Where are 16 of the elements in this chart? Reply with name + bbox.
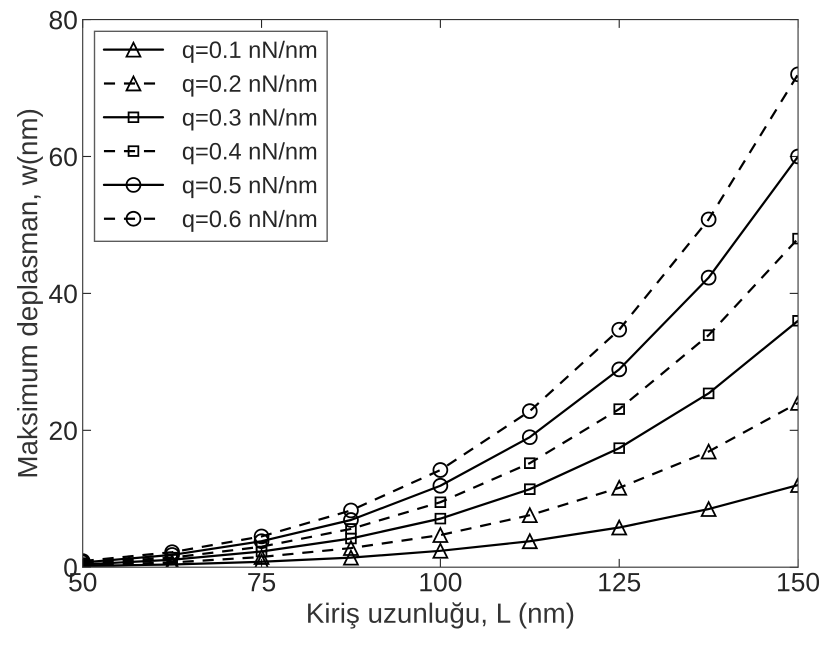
y-tick-label: 20 (50, 421, 77, 440)
x-tick-label: 150 (778, 572, 820, 592)
y-tick-label: 40 (49, 284, 77, 304)
x-tick-label: 100 (420, 572, 462, 592)
legend-label: q=0.2 nN/nm (182, 74, 316, 97)
x-tick-label: 125 (599, 572, 640, 592)
legend-label: q=0.3 nN/nm (182, 108, 316, 130)
legend-label: q=0.1 nN/nm (182, 40, 316, 63)
legend-label: q=0.5 nN/nm (182, 176, 316, 198)
legend-label: q=0.4 nN/nm (182, 142, 316, 164)
y-axis-title: Maksimum deplasman, w(nm) (17, 110, 43, 476)
y-tick-label: 60 (50, 148, 77, 166)
x-axis-title: Kiriş uzunluğu, L (nm) (308, 602, 574, 629)
legend-label: q=0.6 nN/nm (182, 210, 316, 232)
x-tick-label: 75 (248, 573, 276, 592)
y-tick-label: 80 (50, 10, 77, 30)
